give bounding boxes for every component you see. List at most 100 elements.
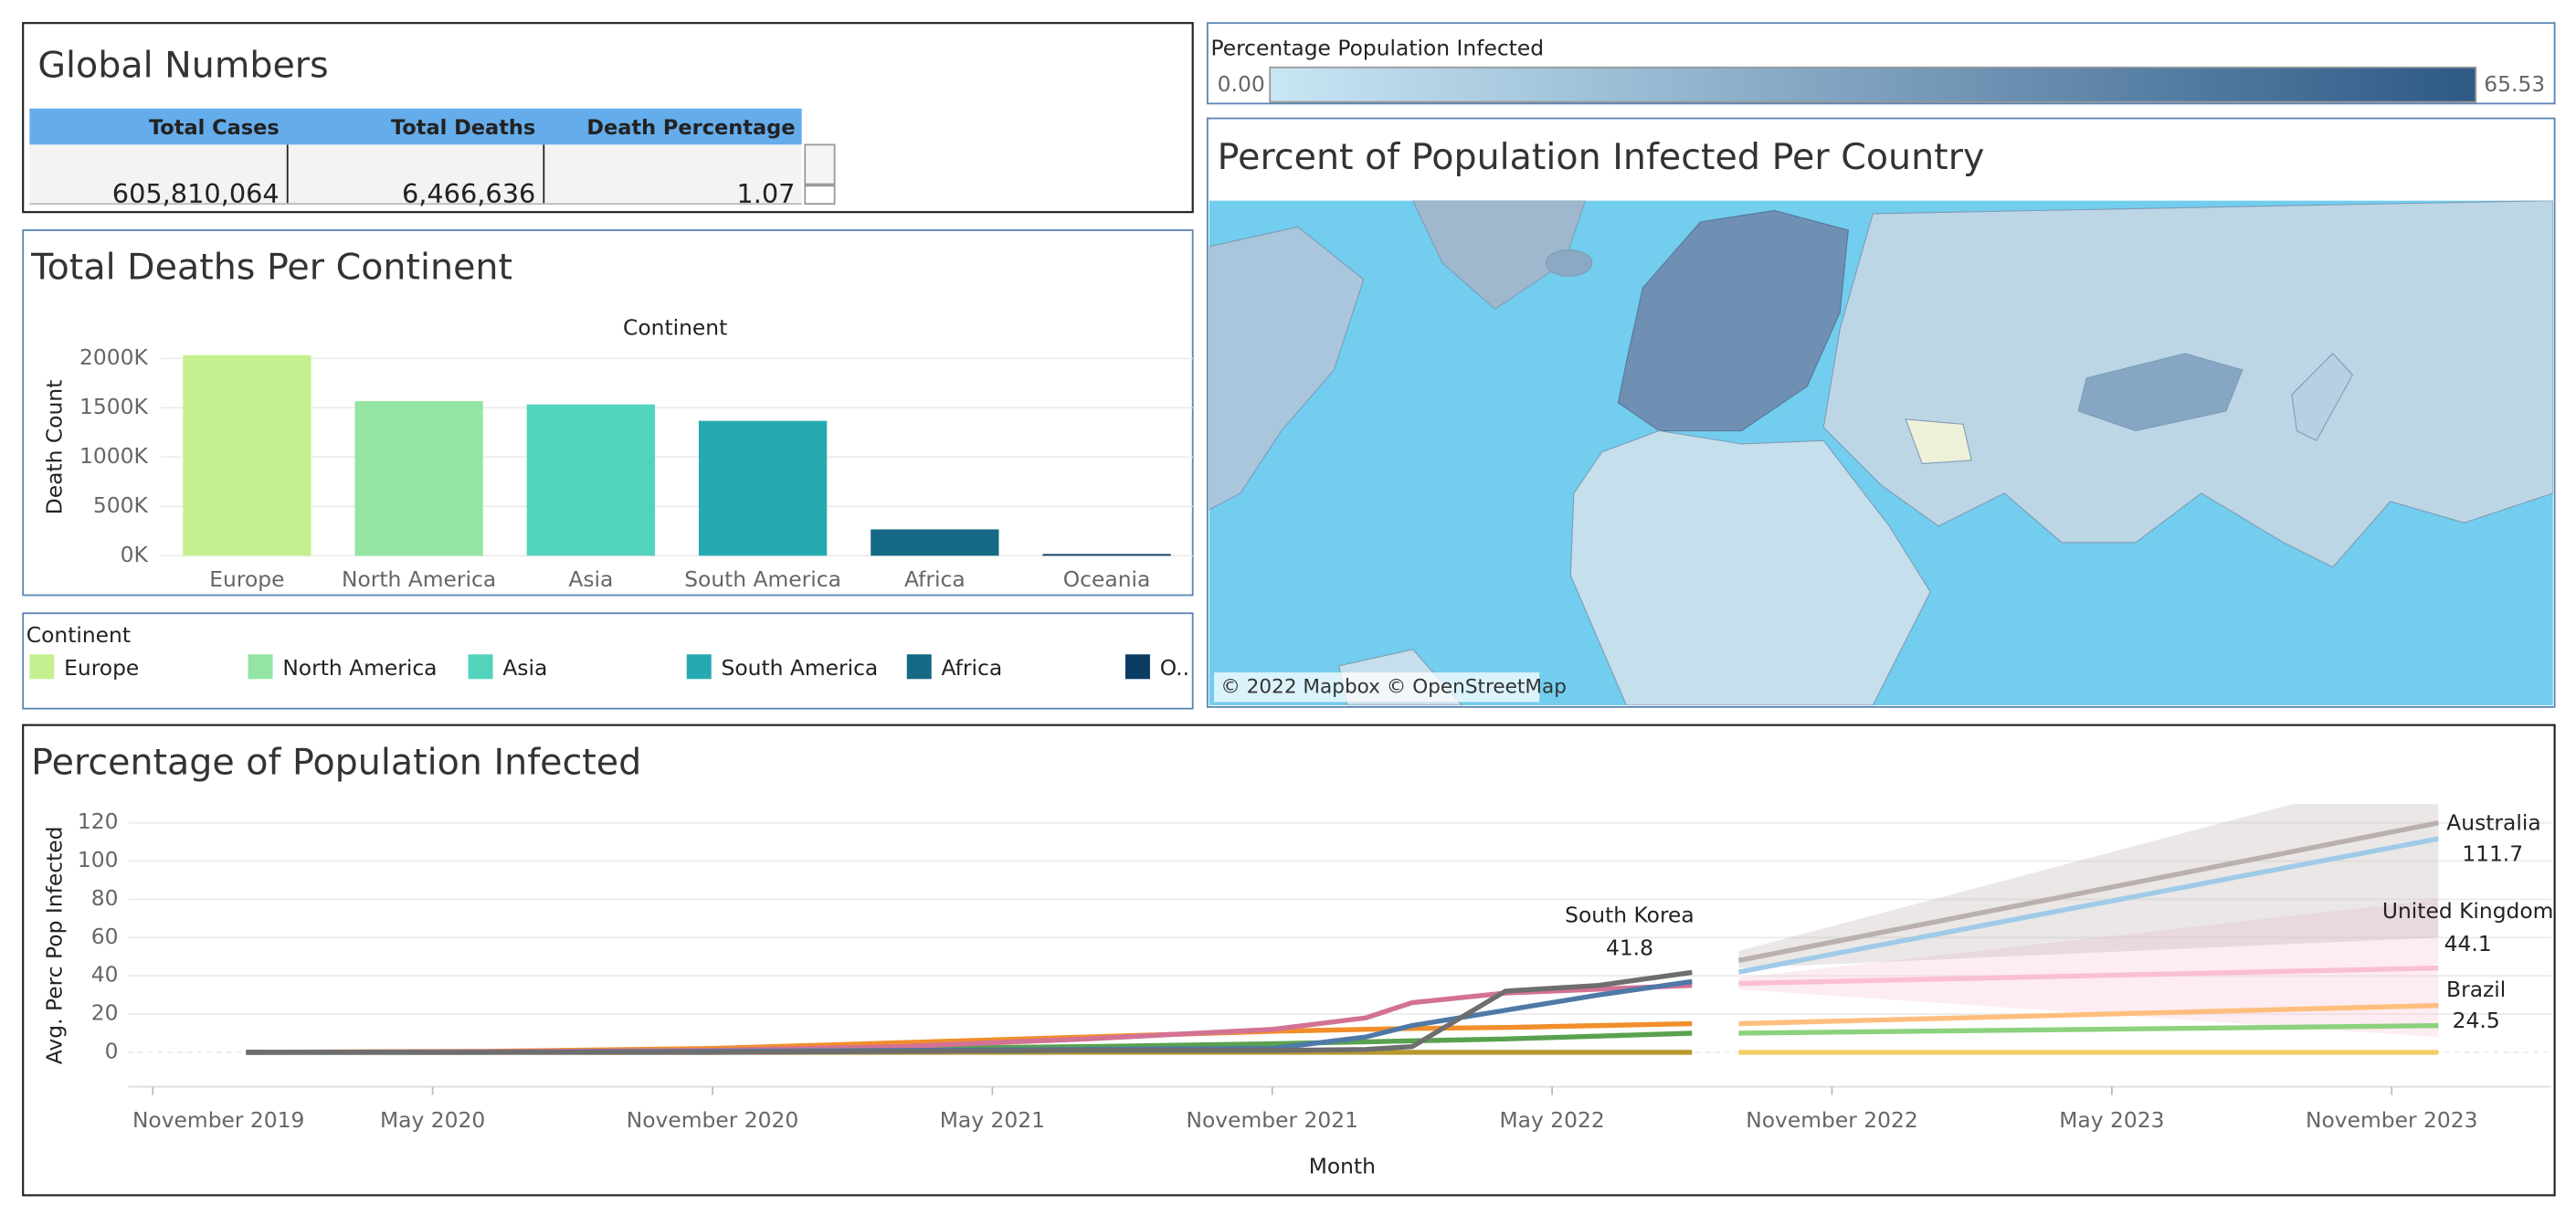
land[interactable] [2077, 353, 2243, 432]
land[interactable] [1412, 200, 1587, 311]
annotation-label: Brazil [2446, 977, 2506, 1002]
x-tick-label: Africa [904, 566, 966, 592]
color-scale-min: 0.00 [1218, 71, 1265, 97]
land[interactable] [1905, 418, 1972, 465]
x-tick-label: May 2023 [2059, 1107, 2164, 1133]
bar [183, 354, 311, 556]
panel [22, 724, 2556, 1197]
x-tick-label: November 2019 [132, 1107, 304, 1133]
table-row [29, 144, 802, 205]
y-tick-label: 1000K [79, 443, 148, 469]
land[interactable] [2291, 353, 2354, 442]
x-tick-label: North America [342, 566, 496, 592]
annotation-label: United Kingdom [2382, 898, 2554, 924]
legend-swatch [686, 654, 712, 680]
land[interactable] [1569, 429, 1931, 706]
y-tick-label: 500K [93, 492, 149, 518]
bar [354, 401, 483, 556]
table-cell: 1.07 [736, 178, 795, 209]
attribution: © 2022 Mapbox © OpenStreetMap [1220, 675, 1567, 698]
attribution-bg [1214, 672, 1540, 703]
color-scale-max: 65.53 [2484, 71, 2545, 97]
bar [1042, 554, 1171, 556]
table-cell: 6,466,636 [402, 178, 535, 209]
color-scale-title: Percentage Population Infected [1210, 35, 1544, 60]
annotation-label: Australia [2446, 809, 2540, 835]
legend-label: O.. [1160, 655, 1189, 681]
x-tick-label: Europe [209, 566, 284, 592]
column-header: Total Deaths [391, 116, 535, 140]
annotation-value: 44.1 [2444, 931, 2492, 956]
land[interactable] [1545, 249, 1593, 277]
panel-title: Global Numbers [37, 44, 328, 86]
y-tick-label: 1500K [79, 394, 148, 419]
legend-swatch [906, 654, 932, 680]
y-tick-label: 0 [105, 1038, 119, 1063]
x-tick-label: May 2022 [1500, 1107, 1605, 1133]
bar [698, 420, 828, 556]
map[interactable]: © 2022 Mapbox © OpenStreetMap [1209, 200, 2553, 706]
table: Total Cases Total Deaths Death Percentage 6… [112, 116, 796, 209]
legend-title: Continent [26, 622, 131, 648]
y-tick-label: 0K [121, 542, 149, 567]
x-tick-label: Oceania [1063, 566, 1151, 592]
line [246, 969, 1693, 1055]
y-tick-label: 60 [91, 924, 119, 949]
x-axis-label: Month [1309, 1153, 1376, 1178]
legend-label: Asia [502, 655, 547, 681]
annotation-label: South Korea [1565, 903, 1694, 928]
y-axis-label: Death Count [42, 380, 68, 515]
scrollbar-button[interactable] [804, 185, 836, 206]
forecast-line [1737, 820, 2439, 964]
scrollbar[interactable] [804, 143, 836, 185]
line-chart: 0 20 40 60 80 100 120 November 2019 May 2020 Nove… [78, 804, 2554, 1133]
map-title: Percent of Population Infected Per Count… [1218, 136, 1985, 178]
forecast-line [1738, 1022, 2439, 1036]
legend-label: Africa [942, 655, 1003, 681]
legend-panel [22, 612, 1194, 710]
x-tick-label: May 2021 [940, 1107, 1045, 1133]
x-tick-label: November 2021 [1187, 1107, 1358, 1133]
x-tick-label: May 2020 [380, 1107, 485, 1133]
plot-area [246, 804, 2439, 1055]
forecast-line [1737, 836, 2439, 975]
column-header: Total Cases [149, 116, 280, 140]
legend-label: North America [282, 655, 437, 681]
color-scale [1269, 66, 2477, 103]
legend-swatch [1124, 654, 1150, 680]
y-axis-label: Avg. Perc Pop Infected [42, 827, 68, 1065]
column-header: Death Percentage [586, 116, 795, 140]
bar [526, 404, 655, 556]
table-cell: 605,810,064 [112, 178, 280, 209]
legend-label: Europe [64, 655, 139, 681]
legend-swatch [29, 654, 55, 680]
annotation-value: 24.5 [2453, 1008, 2500, 1033]
land[interactable] [1617, 209, 1849, 432]
y-tick-label: 100 [78, 847, 119, 872]
x-tick-label: November 2023 [2306, 1107, 2477, 1133]
legend: Europe North America Asia South America Afri… [29, 654, 1189, 681]
x-tick-label: November 2022 [1746, 1107, 1917, 1133]
x-tick-label: South America [684, 566, 841, 592]
bar [871, 529, 999, 556]
y-tick-label: 80 [91, 885, 119, 911]
y-tick-label: 20 [91, 1000, 119, 1026]
x-header: Continent [623, 314, 727, 340]
land[interactable] [1209, 226, 1365, 511]
y-tick-label: 40 [91, 962, 119, 988]
x-tick-label: Asia [568, 566, 613, 592]
chart-title: Percentage of Population Infected [31, 741, 641, 783]
legend-swatch [468, 654, 493, 680]
annotation-value: 41.8 [1606, 935, 1653, 961]
annotation-value: 111.7 [2462, 841, 2523, 867]
forecast-line [1738, 1002, 2439, 1027]
x-tick-label: November 2020 [627, 1107, 798, 1133]
chart-title: Total Deaths Per Continent [30, 247, 512, 289]
y-tick-label: 2000K [79, 344, 148, 370]
forecast-band [1738, 899, 2439, 1038]
legend-swatch [248, 654, 273, 680]
table-header [29, 108, 802, 145]
legend-label: South America [722, 655, 879, 681]
